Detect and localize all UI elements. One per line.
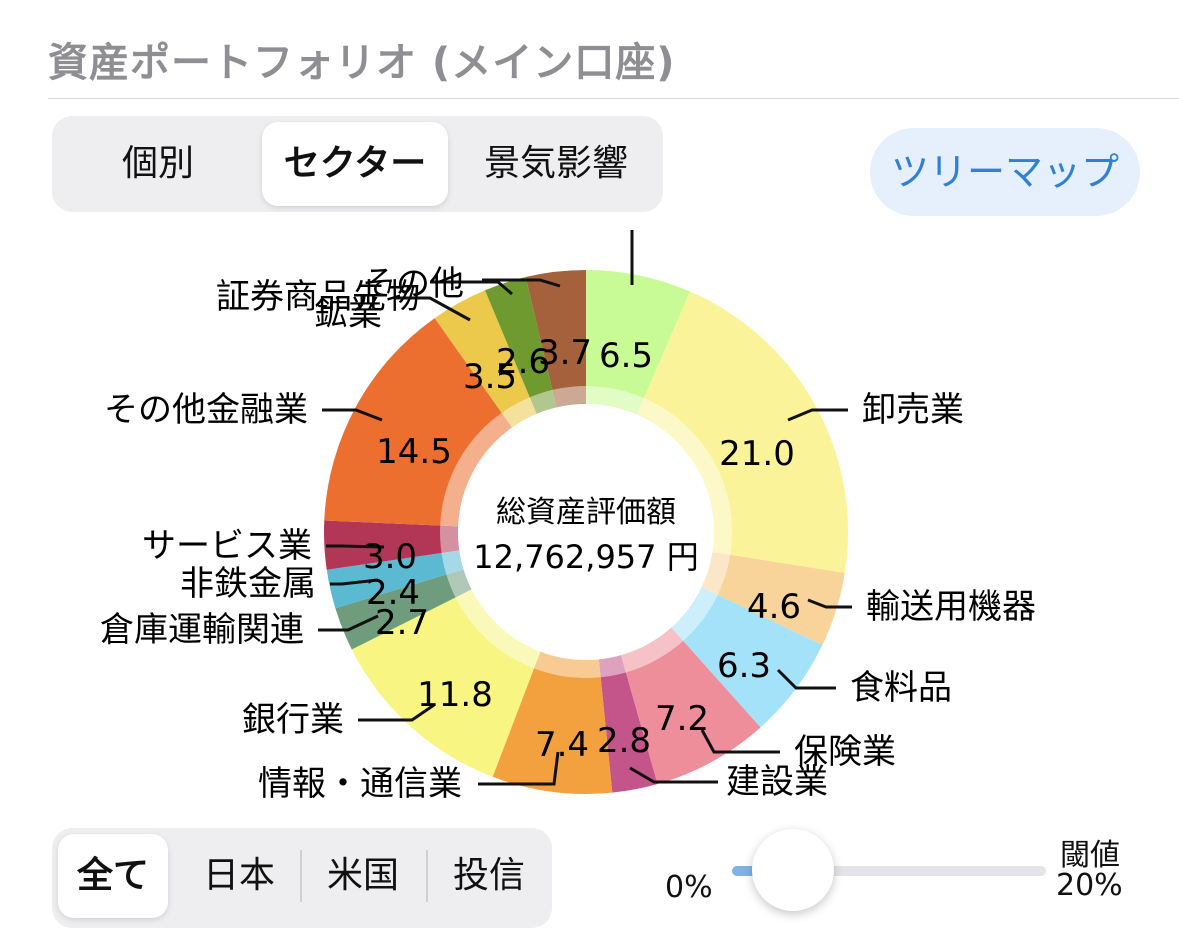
tab-sector[interactable]: セクター	[262, 122, 448, 206]
view-segmented-control: 個別 セクター 景気影響	[52, 116, 663, 212]
donut-slice	[586, 270, 691, 415]
leader-line	[787, 408, 848, 422]
leader-line	[807, 598, 852, 609]
slice-value-label: 2.6	[496, 342, 550, 382]
leader-line	[396, 296, 471, 322]
leader-line	[330, 578, 379, 586]
donut-slice	[434, 290, 537, 428]
leader-line	[318, 614, 379, 632]
donut-slice	[598, 655, 658, 793]
donut-slice	[335, 569, 472, 650]
threshold-min-label: 0%	[665, 870, 713, 905]
segment-separator	[300, 850, 302, 902]
slice-category-label: 建設業	[726, 762, 828, 802]
leader-line	[700, 729, 780, 754]
tab-funds[interactable]: 投信	[452, 855, 525, 896]
slice-category-label: 銀行業	[242, 700, 344, 740]
leader-line	[629, 766, 718, 784]
donut-slice	[484, 277, 557, 414]
slice-value-label: 3.0	[363, 537, 417, 577]
threshold-slider-knob[interactable]	[752, 829, 834, 911]
slice-category-label: 保険業	[794, 732, 896, 772]
threshold-label: 閾値	[1060, 838, 1120, 873]
donut-slice	[326, 550, 464, 609]
donut-slice	[701, 552, 845, 646]
leader-line	[478, 751, 560, 786]
leader-line	[358, 703, 435, 722]
slice-category-label: その他	[362, 264, 464, 304]
leader-line	[482, 278, 561, 288]
donut-slice	[636, 291, 849, 573]
slice-category-label: その他金融業	[104, 390, 308, 430]
donut-slice	[351, 589, 541, 777]
donut-slice	[324, 520, 460, 570]
tab-japan[interactable]: 日本	[202, 855, 275, 896]
slice-category-label: サービス業	[142, 526, 312, 566]
threshold-max-label: 20%	[1056, 868, 1123, 903]
donut-slice	[525, 270, 586, 408]
slice-category-label: 食料品	[850, 668, 952, 708]
center-label: 総資産評価額	[496, 495, 676, 530]
slice-category-label: 証券商品先物	[216, 277, 420, 317]
slice-value-label: 2.8	[597, 721, 651, 761]
page-title: 資産ポートフォリオ (メイン口座)	[48, 40, 676, 86]
leader-line	[430, 280, 513, 296]
tab-individual[interactable]: 個別	[121, 143, 194, 184]
slice-value-label: 6.5	[599, 336, 653, 376]
slice-category-label: 情報・通信業	[258, 764, 462, 804]
donut-slice	[671, 587, 823, 728]
donut-slice	[620, 627, 761, 785]
slice-category-label: 卸売業	[862, 390, 964, 430]
threshold-slider-track[interactable]	[732, 866, 1046, 876]
title-divider	[48, 98, 1179, 99]
tab-economic-impact[interactable]: 景気影響	[483, 143, 628, 184]
tab-all[interactable]: 全て	[58, 834, 168, 918]
leader-line	[326, 544, 385, 549]
slice-value-label: 21.0	[719, 434, 795, 474]
leader-line	[322, 408, 383, 422]
tab-us[interactable]: 米国	[326, 855, 399, 896]
sector-donut-chart: 生活必需品6.5卸売業21.0輸送用機器4.6食料品6.3保険業7.2建設業2.…	[100, 230, 1036, 804]
slice-value-label: 4.6	[747, 587, 801, 627]
donut-slice	[324, 318, 513, 527]
slice-category-label: 輸送用機器	[866, 587, 1036, 627]
slice-category-label: 非鉄金属	[180, 564, 316, 604]
treemap-button[interactable]: ツリーマップ	[870, 128, 1140, 216]
donut-hole	[458, 404, 714, 660]
slice-value-label: 7.2	[655, 699, 709, 739]
slice-value-label: 11.8	[417, 675, 493, 715]
slice-value-label: 3.7	[538, 333, 592, 373]
donut-slice	[492, 651, 613, 795]
slice-value-label: 6.3	[717, 646, 771, 686]
slice-category-label: 鉱業	[314, 294, 382, 334]
slice-value-label: 14.5	[376, 432, 452, 472]
segment-separator	[426, 850, 428, 902]
slice-value-label: 2.4	[366, 573, 420, 613]
slice-value-label: 7.4	[535, 725, 589, 765]
center-value: 12,762,957 円	[473, 538, 698, 576]
slice-category-label: 倉庫運輸関連	[100, 610, 304, 650]
slice-value-label: 3.5	[463, 357, 517, 397]
region-segmented-control: 全て 日本 米国 投信	[52, 828, 552, 928]
leader-line	[776, 668, 836, 690]
slice-value-label: 2.7	[375, 603, 429, 643]
